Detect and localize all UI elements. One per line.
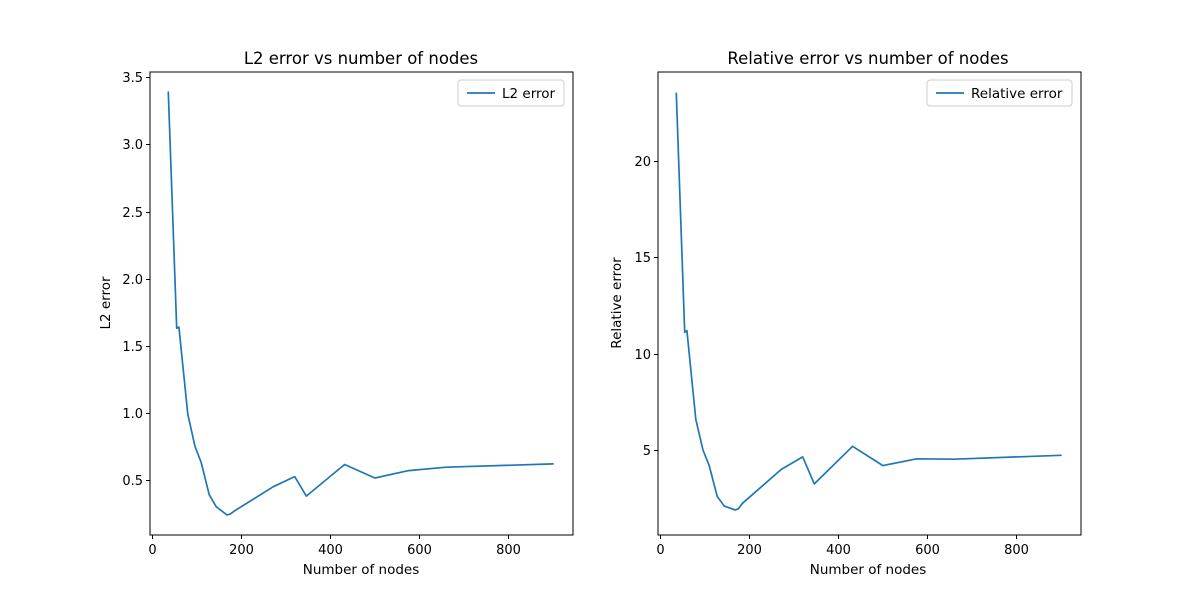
x-axis-label: Number of nodes	[810, 562, 927, 578]
chart-relative-error: Relative error vs number of nodes Number…	[609, 49, 1082, 578]
plot-area: 0 200 400 600 800 0.5 1.0 1.5 2.0 2.5 3.0 3.5 L2 err…	[122, 71, 574, 558]
y-tick-label: 0.5	[122, 474, 143, 489]
y-axis-label: L2 error	[98, 276, 114, 330]
chart-title: L2 error vs number of nodes	[244, 49, 478, 68]
x-tick-label: 400	[826, 543, 851, 558]
x-tick-label: 200	[737, 543, 762, 558]
chart-title: Relative error vs number of nodes	[727, 49, 1008, 68]
x-axis-label: Number of nodes	[303, 562, 420, 578]
x-tick-label: 800	[496, 543, 521, 558]
series-line	[675, 92, 1062, 511]
axes-frame	[149, 71, 574, 536]
y-tick-label: 10	[634, 348, 651, 363]
plot-area: 0 200 400 600 800 5 10 15 20 Relative error	[634, 71, 1082, 558]
x-tick-label: 0	[148, 543, 156, 558]
legend-box	[926, 79, 1073, 107]
legend-box	[457, 79, 565, 107]
x-tick-label: 600	[407, 543, 432, 558]
y-tick-label: 3.5	[122, 71, 143, 86]
x-tick-label: 800	[1004, 543, 1029, 558]
x-tick-label: 600	[915, 543, 940, 558]
y-tick-label: 15	[634, 251, 651, 266]
y-tick-label: 20	[634, 155, 651, 170]
x-tick-label: 400	[318, 543, 343, 558]
y-axis-label: Relative error	[609, 257, 625, 349]
chart-l2-error: L2 error vs number of nodes Number of no…	[98, 49, 574, 578]
x-tick-label: 0	[656, 543, 664, 558]
y-tick-label: 1.5	[122, 340, 143, 355]
y-tick-label: 1.0	[122, 407, 143, 422]
series-line	[167, 91, 554, 516]
y-tick-label: 2.5	[122, 206, 143, 221]
axes-frame	[657, 71, 1082, 536]
x-tick-label: 200	[229, 543, 254, 558]
legend-label: L2 error	[502, 86, 556, 102]
legend-label: Relative error	[971, 86, 1063, 102]
y-tick-label: 5	[643, 444, 651, 459]
y-tick-label: 2.0	[122, 273, 143, 288]
y-tick-label: 3.0	[122, 138, 143, 153]
